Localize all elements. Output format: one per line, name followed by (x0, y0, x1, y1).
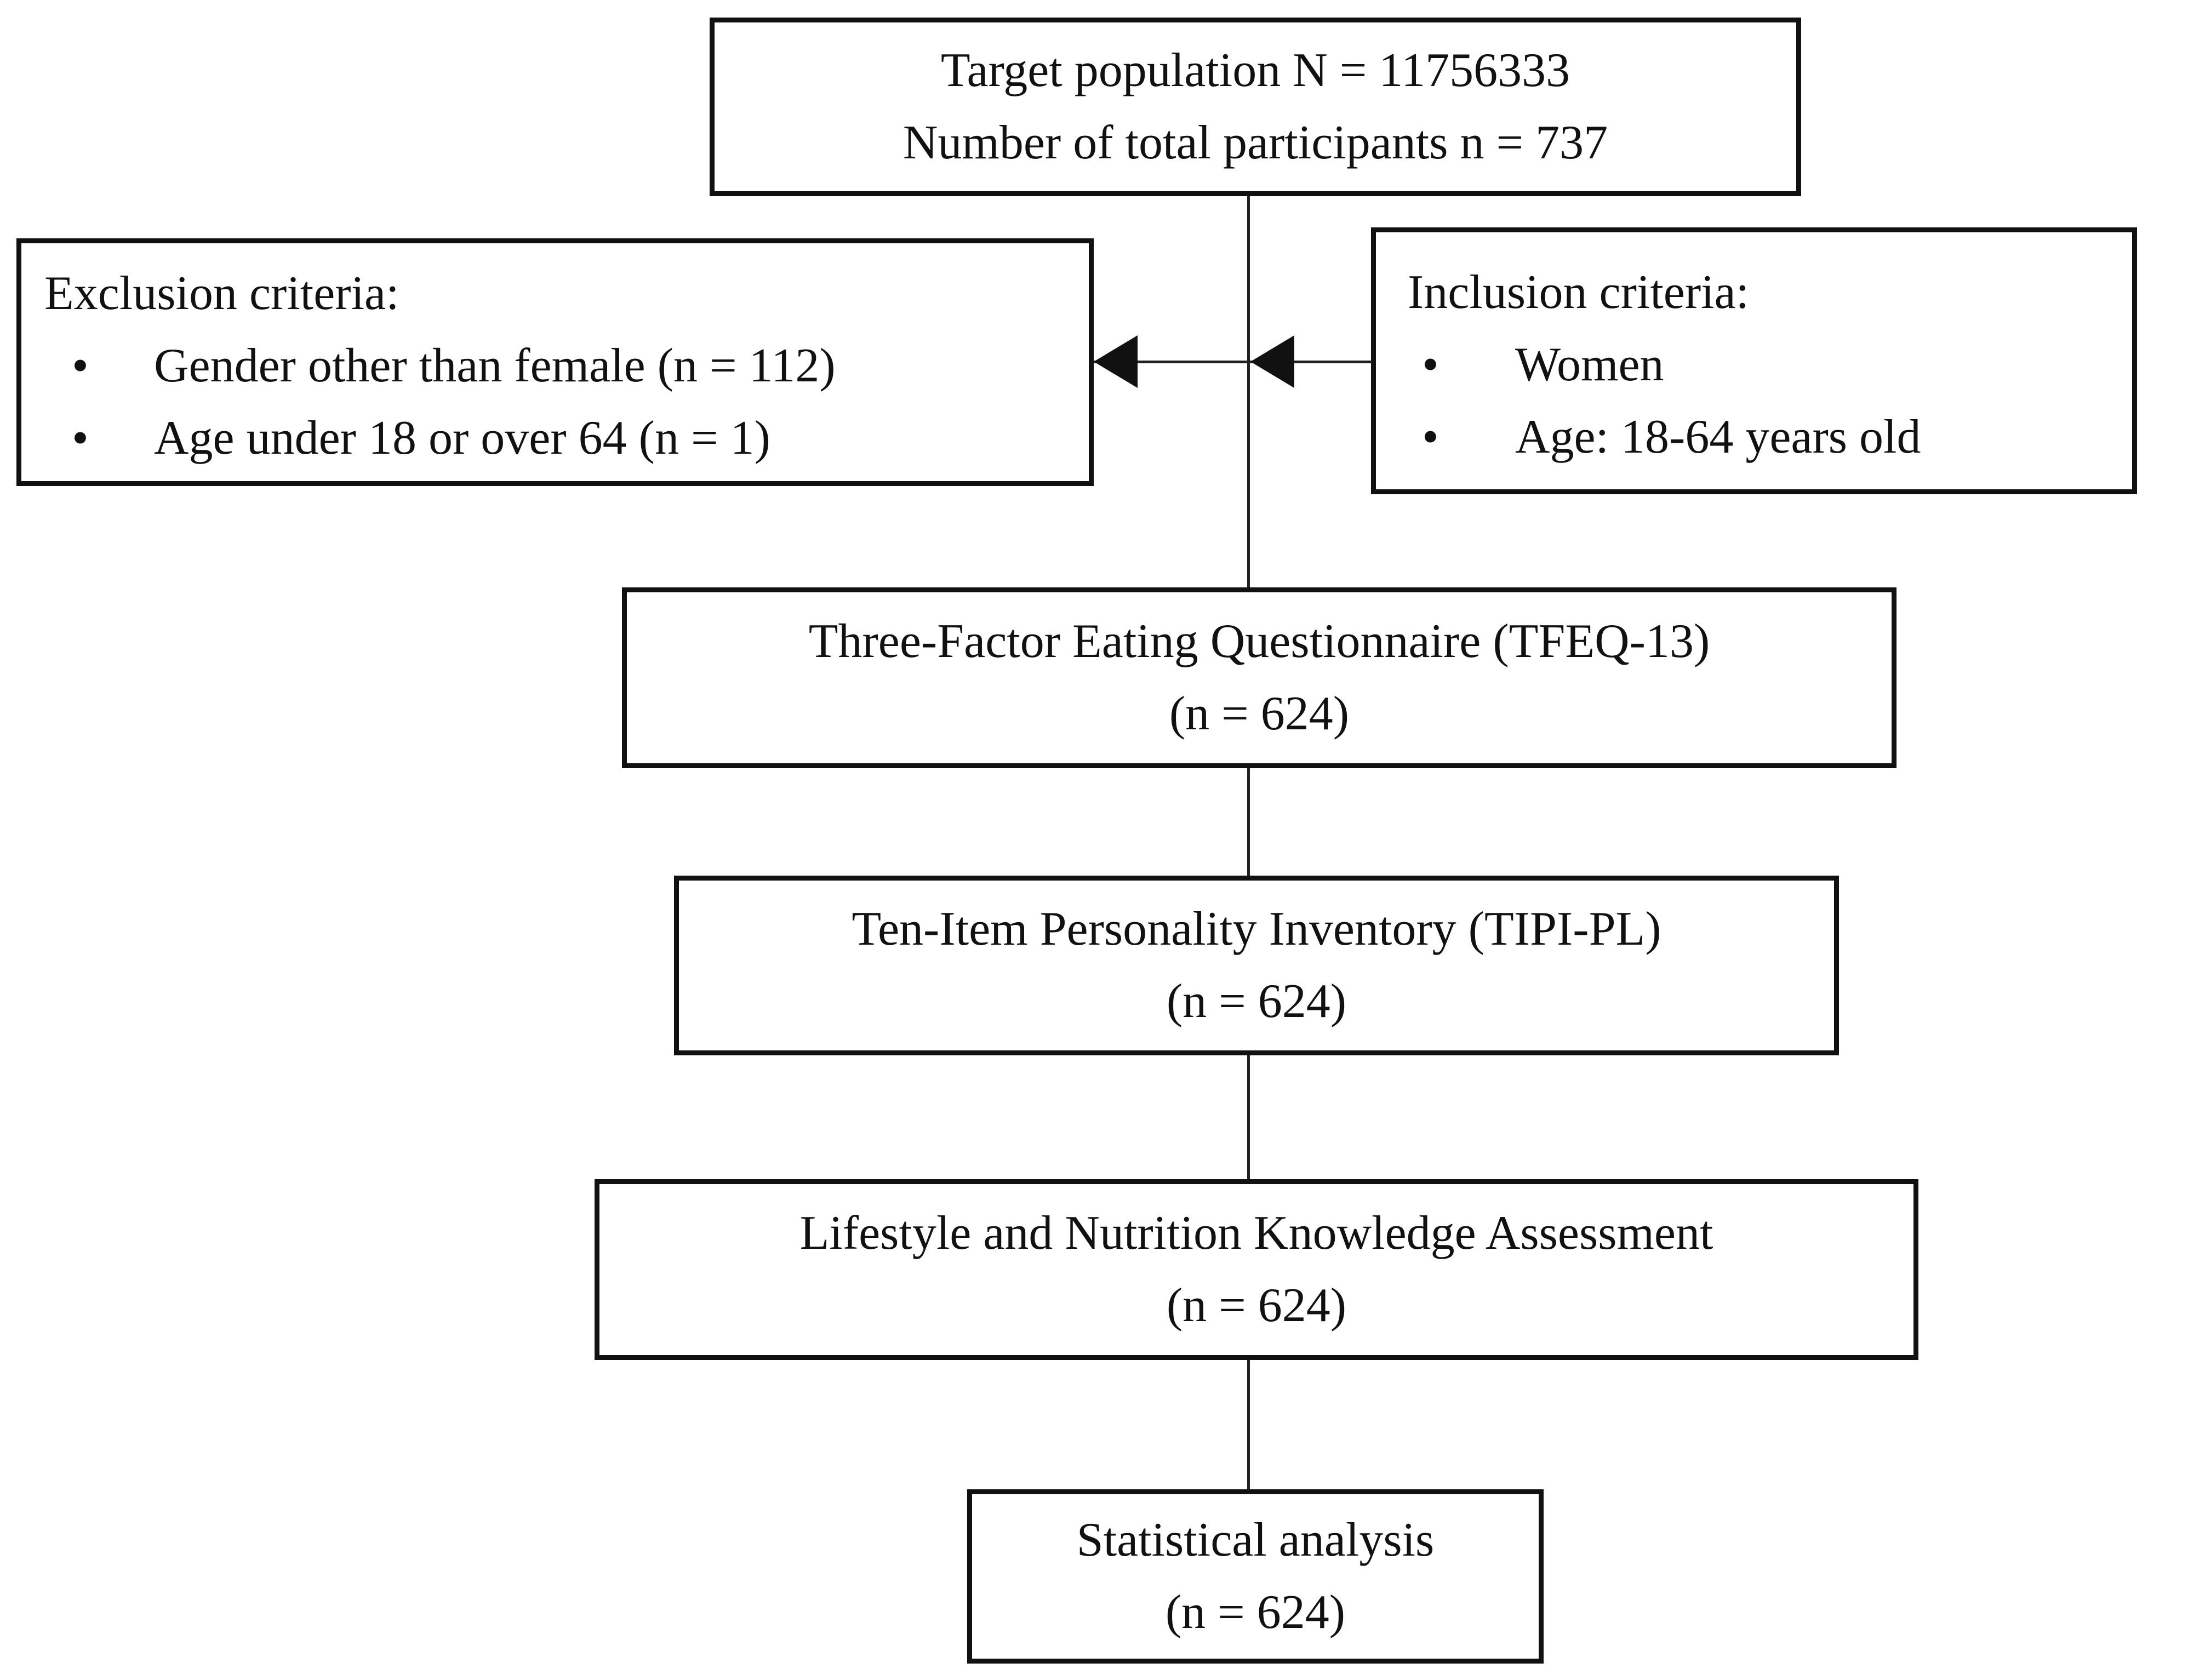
exclusion-item: • Age under 18 or over 64 (n = 1) (44, 402, 1089, 475)
lifestyle-step-box: Lifestyle and Nutrition Knowledge Assess… (595, 1179, 1918, 1360)
arrowhead-left-icon (1094, 335, 1138, 388)
exclusion-item-label: Age under 18 or over 64 (n = 1) (154, 412, 770, 465)
bullet-icon: • (72, 339, 89, 392)
tipi-step-title: Ten-Item Personality Inventory (TIPI-PL) (852, 902, 1661, 956)
inclusion-item-label: Women (1515, 338, 1664, 391)
lifestyle-step-title: Lifestyle and Nutrition Knowledge Assess… (799, 1207, 1713, 1260)
inclusion-item: • Age: 18-64 years old (1408, 401, 2132, 473)
tfeq-step-title: Three-Factor Eating Questionnaire (TFEQ-… (808, 615, 1710, 668)
lifestyle-step-n: (n = 624) (1166, 1279, 1347, 1332)
tfeq-step-n: (n = 624) (1169, 687, 1350, 740)
bullet-icon: • (1422, 410, 1439, 464)
bullet-icon: • (1422, 338, 1439, 391)
exclusion-criteria-box: Exclusion criteria: • Gender other than … (16, 238, 1094, 486)
exclusion-item-label: Gender other than female (n = 112) (154, 339, 836, 392)
tipi-step-box: Ten-Item Personality Inventory (TIPI-PL)… (674, 876, 1839, 1055)
target-population-line1: Target population N = 11756333 (940, 44, 1570, 97)
inclusion-item-label: Age: 18-64 years old (1515, 410, 1921, 464)
inclusion-item: • Women (1408, 329, 2132, 401)
exclusion-item: • Gender other than female (n = 112) (44, 330, 1089, 402)
target-population-line2: Number of total participants n = 737 (902, 116, 1608, 169)
statistical-analysis-box: Statistical analysis (n = 624) (967, 1489, 1544, 1664)
criteria-connector-line (1094, 361, 1372, 363)
bullet-icon: • (72, 412, 89, 465)
inclusion-criteria-title: Inclusion criteria: (1408, 266, 1750, 319)
statistical-analysis-n: (n = 624) (1165, 1586, 1346, 1639)
flow-spine-line (1247, 193, 1250, 1492)
target-population-box: Target population N = 11756333 Number of… (710, 18, 1801, 196)
arrowhead-left-icon (1250, 335, 1294, 388)
tipi-step-n: (n = 624) (1166, 975, 1347, 1028)
tfeq-step-box: Three-Factor Eating Questionnaire (TFEQ-… (622, 587, 1896, 768)
statistical-analysis-title: Statistical analysis (1076, 1513, 1435, 1567)
exclusion-criteria-title: Exclusion criteria: (44, 267, 399, 320)
inclusion-criteria-box: Inclusion criteria: • Women • Age: 18-64… (1371, 227, 2137, 494)
